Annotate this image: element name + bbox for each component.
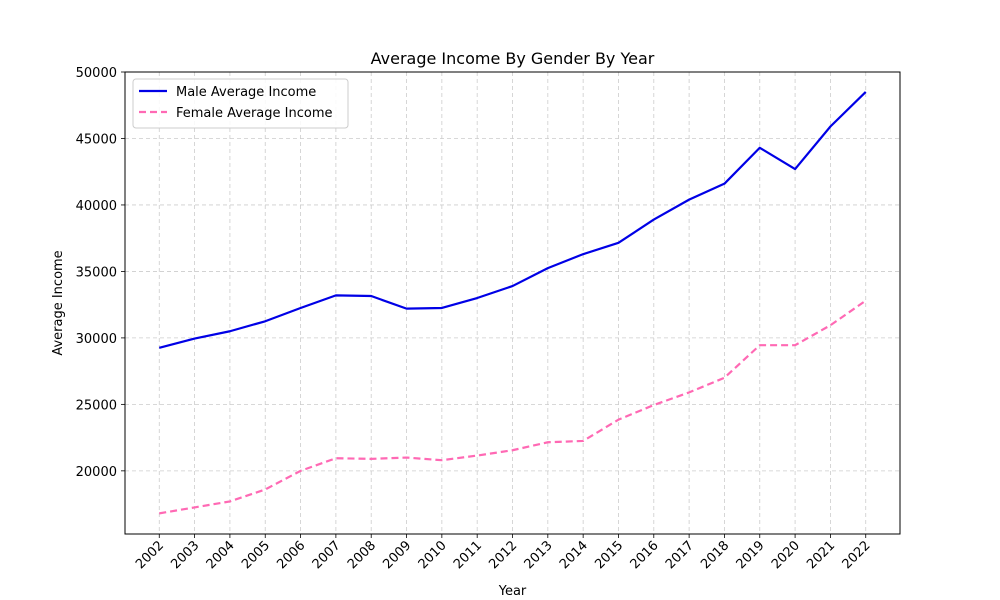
series-layer bbox=[158, 91, 867, 515]
series-line-female bbox=[159, 299, 867, 515]
x-tick-label: 2021 bbox=[804, 538, 838, 572]
legend: Male Average Income Female Average Income bbox=[132, 78, 349, 129]
x-tick-label: 2003 bbox=[168, 538, 202, 572]
x-tick-label: 2017 bbox=[663, 538, 697, 572]
y-tick-label: 50000 bbox=[76, 66, 117, 81]
x-axis-label: Year bbox=[498, 584, 527, 599]
legend-label: Female Average Income bbox=[176, 106, 333, 121]
axes-layer: 2002 2003 2004 2005 2006 2007 2008 2009 2010 2011… bbox=[76, 66, 901, 572]
series-line-male bbox=[158, 91, 867, 349]
y-tick-label: 20000 bbox=[76, 465, 117, 480]
x-tick-label: 2015 bbox=[592, 538, 626, 572]
x-tick-label: 2010 bbox=[416, 538, 450, 572]
legend-box bbox=[132, 78, 349, 129]
x-tick-label: 2006 bbox=[274, 538, 308, 572]
x-tick-label: 2018 bbox=[698, 538, 732, 572]
x-tick-label: 2013 bbox=[522, 538, 556, 572]
x-tick-label: 2019 bbox=[734, 538, 768, 572]
x-tick-label: 2016 bbox=[628, 538, 662, 572]
x-tick-label: 2002 bbox=[133, 538, 167, 572]
y-tick-label: 25000 bbox=[76, 398, 117, 413]
y-tick-label: 40000 bbox=[76, 199, 117, 214]
y-axis-label: Average Income bbox=[51, 250, 66, 355]
x-tick-label: 2009 bbox=[380, 538, 414, 572]
x-tick-label: 2014 bbox=[557, 538, 591, 572]
x-tick-label: 2011 bbox=[451, 538, 485, 572]
x-tick-label: 2007 bbox=[310, 538, 344, 572]
chart-title: Average Income By Gender By Year bbox=[371, 49, 655, 68]
y-tick-label: 30000 bbox=[76, 332, 117, 347]
x-tick-label: 2005 bbox=[239, 538, 273, 572]
x-tick-label: 2012 bbox=[486, 538, 520, 572]
x-tick-label: 2004 bbox=[204, 538, 238, 572]
grid-layer bbox=[125, 71, 900, 534]
x-tick-label: 2020 bbox=[769, 538, 803, 572]
y-tick-label: 35000 bbox=[76, 265, 117, 280]
x-tick-label: 2022 bbox=[840, 538, 874, 572]
plot-frame bbox=[124, 71, 901, 535]
x-tick-label: 2008 bbox=[345, 538, 379, 572]
legend-label: Male Average Income bbox=[176, 85, 316, 100]
y-tick-label: 45000 bbox=[76, 132, 117, 147]
